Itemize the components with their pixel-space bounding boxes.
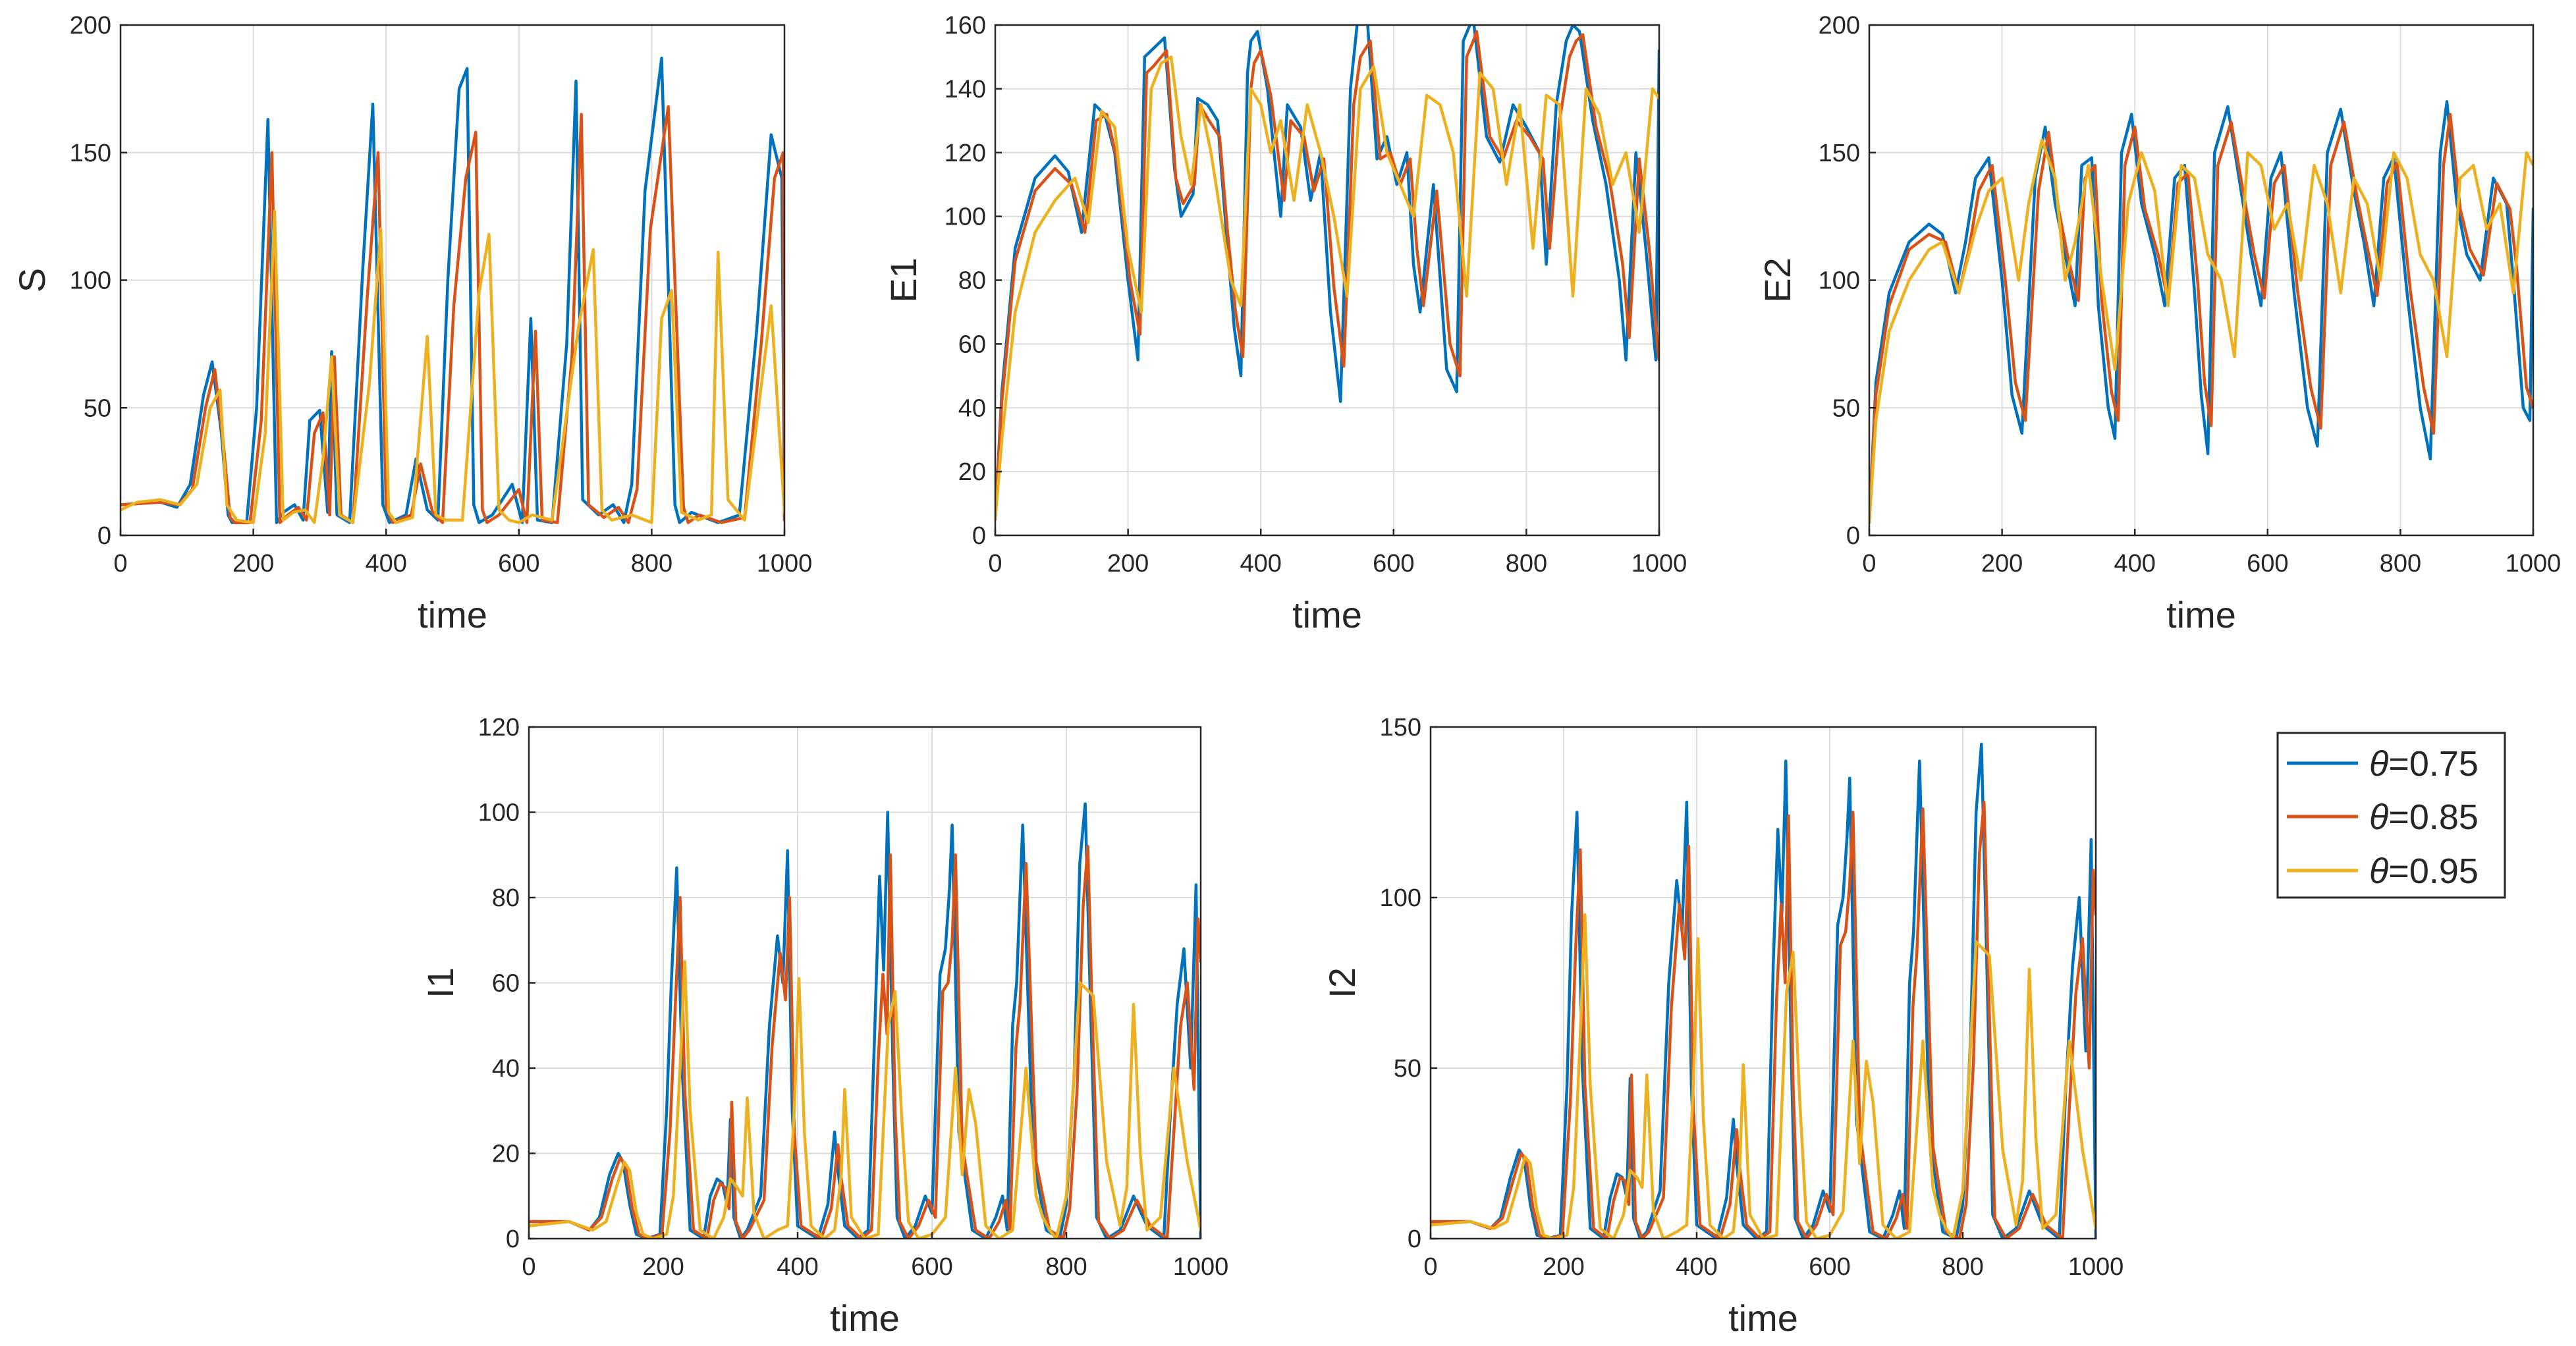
tick-label-y-e1-0: 0: [972, 522, 986, 550]
series-group-i1: [529, 802, 1201, 1239]
subplot-i2: 0 200 400 600 800 1000 0 50 100 150 time I2: [1321, 714, 2124, 1339]
series-line-e2-2: [1869, 138, 2533, 524]
x-axis-label-i1: time: [830, 1297, 900, 1339]
y-axis-label-i1: I1: [420, 967, 461, 998]
series-line-e1-0: [995, 25, 1659, 522]
series-line-s-0: [121, 57, 784, 524]
legend-label-2: θ=0.95: [2369, 851, 2479, 891]
subplot-e2: 0 200 400 600 800 1000 0 50 100 150 200 time E2: [1757, 12, 2561, 635]
axes-frame-i2: [1429, 726, 2097, 1240]
series-group-e1: [995, 25, 1659, 522]
tick-label-y-s-1: 50: [84, 394, 111, 422]
tick-label-x-s-3: 600: [498, 550, 539, 578]
series-group-s: [121, 57, 784, 524]
x-axis-label-s: time: [418, 594, 487, 635]
tick-label-y-e1-4: 80: [958, 267, 986, 295]
series-line-i2-0: [1431, 742, 2096, 1239]
series-line-i1-0: [529, 802, 1201, 1239]
tick-label-x-i2-3: 600: [1809, 1253, 1850, 1281]
y-axis-label-e2: E2: [1757, 257, 1798, 303]
tick-label-y-s-2: 100: [70, 267, 111, 295]
series-line-e2-1: [1869, 113, 2533, 524]
tick-label-x-e2-3: 600: [2247, 550, 2288, 578]
tick-label-x-e1-2: 400: [1240, 550, 1281, 578]
x-axis-label-e1: time: [1292, 594, 1362, 635]
series-line-e1-2: [995, 55, 1659, 522]
tick-label-x-i1-2: 400: [777, 1253, 818, 1281]
tick-label-y-i1-2: 40: [492, 1055, 520, 1083]
y-axis-label-e1: E1: [883, 257, 924, 303]
tick-label-x-e1-4: 800: [1506, 550, 1547, 578]
tick-label-y-e1-2: 40: [958, 394, 986, 422]
tick-label-y-e2-1: 50: [1832, 394, 1860, 422]
tick-label-y-e1-3: 60: [958, 331, 986, 358]
tick-label-y-i1-0: 0: [506, 1225, 520, 1253]
tick-label-y-i1-1: 20: [492, 1141, 520, 1168]
tick-label-x-i1-4: 800: [1045, 1253, 1087, 1281]
x-axis-label-i2: time: [1728, 1297, 1798, 1339]
legend-label-1: θ=0.85: [2369, 797, 2479, 837]
tick-label-y-i1-6: 120: [478, 714, 520, 741]
tick-label-x-e2-1: 200: [1981, 550, 2023, 578]
tick-label-y-i1-5: 100: [478, 799, 520, 827]
tick-label-x-i1-5: 1000: [1173, 1253, 1229, 1281]
tick-label-y-i1-3: 60: [492, 970, 520, 998]
tick-label-y-s-4: 200: [70, 12, 111, 40]
series-line-i2-2: [1431, 913, 2096, 1239]
tick-label-x-i2-0: 0: [1423, 1253, 1437, 1281]
tick-label-y-i2-1: 50: [1394, 1055, 1421, 1083]
subplot-e1: 0 200 400 600 800 1000 0 20 40 60 80 100 120 140 160 ti…: [883, 12, 1687, 635]
tick-label-x-s-2: 400: [365, 550, 406, 578]
series-line-s-1: [121, 105, 784, 524]
tick-label-x-i1-3: 600: [911, 1253, 952, 1281]
tick-label-x-e2-2: 400: [2114, 550, 2155, 578]
tick-label-y-s-3: 150: [70, 140, 111, 167]
series-line-s-2: [121, 209, 784, 524]
tick-label-y-e1-6: 120: [945, 140, 986, 167]
tick-label-y-e2-0: 0: [1846, 522, 1860, 550]
tick-label-x-i1-0: 0: [522, 1253, 535, 1281]
tick-label-x-i2-5: 1000: [2068, 1253, 2124, 1281]
tick-label-x-i2-2: 400: [1676, 1253, 1717, 1281]
tick-label-y-e1-5: 100: [945, 203, 986, 231]
tick-label-x-s-4: 800: [631, 550, 672, 578]
tick-label-x-e1-0: 0: [988, 550, 1002, 578]
tick-label-y-i2-0: 0: [1408, 1225, 1421, 1253]
tick-label-y-e2-2: 100: [1819, 267, 1860, 295]
y-axis-label-s: S: [11, 268, 53, 292]
subplot-i1: 0 200 400 600 800 1000 0 20 40 60 80 100 120 time I1: [420, 714, 1228, 1339]
subplot-s: 0 200 400 600 800 1000 0 50 100 150 200 time S: [11, 12, 812, 635]
tick-label-x-e2-0: 0: [1862, 550, 1876, 578]
tick-label-x-s-0: 0: [113, 550, 127, 578]
legend: θ=0.75 θ=0.85 θ=0.95: [2276, 732, 2506, 899]
tick-label-y-e1-1: 20: [958, 458, 986, 486]
tick-label-x-s-1: 200: [233, 550, 274, 578]
tick-label-y-e1-7: 140: [945, 76, 986, 103]
tick-label-x-i2-4: 800: [1942, 1253, 1983, 1281]
tick-label-x-i1-1: 200: [642, 1253, 684, 1281]
y-axis-label-i2: I2: [1321, 967, 1363, 998]
tick-label-y-i1-4: 80: [492, 884, 520, 912]
series-group-e2: [1869, 100, 2533, 524]
tick-label-x-e2-5: 1000: [2506, 550, 2562, 578]
x-axis-label-e2: time: [2166, 594, 2236, 635]
tick-label-x-e1-1: 200: [1107, 550, 1149, 578]
tick-label-y-e1-8: 160: [945, 12, 986, 40]
series-group-i2: [1431, 742, 2096, 1239]
legend-label-0: θ=0.75: [2369, 744, 2479, 784]
tick-label-x-e1-3: 600: [1373, 550, 1414, 578]
series-line-e2-0: [1869, 100, 2533, 524]
tick-label-y-e2-3: 150: [1819, 140, 1860, 167]
tick-label-y-s-0: 0: [97, 522, 111, 550]
tick-label-x-e2-4: 800: [2380, 550, 2421, 578]
tick-label-y-i2-3: 150: [1380, 714, 1421, 741]
tick-label-y-e2-4: 200: [1819, 12, 1860, 40]
series-line-i1-2: [529, 959, 1201, 1239]
tick-label-x-s-5: 1000: [757, 550, 813, 578]
tick-label-y-i2-2: 100: [1380, 884, 1421, 912]
tick-label-x-i2-1: 200: [1543, 1253, 1584, 1281]
tick-label-x-e1-5: 1000: [1631, 550, 1687, 578]
